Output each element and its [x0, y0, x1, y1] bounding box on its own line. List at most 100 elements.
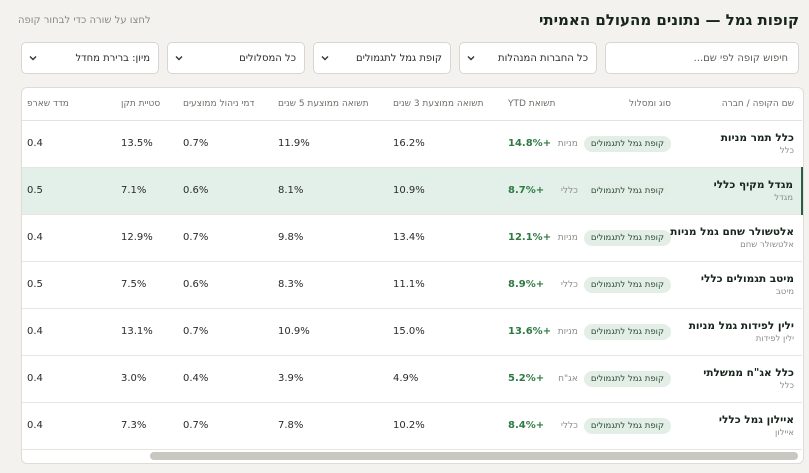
table-row[interactable]: איילון גמל כללי איילון קופת גמל לתגמולים… — [22, 402, 802, 450]
type-cell: קופת גמל לתגמולים מניות — [558, 308, 679, 356]
fund-cell: מיטב תגמולים כללי מיטב — [679, 261, 802, 309]
table-row[interactable]: אלטשולר שחם גמל מניות אלטשולר שחם קופת ג… — [22, 214, 802, 262]
sharpe-cell: 0.4 — [22, 120, 113, 168]
fund-track: כללי — [560, 279, 578, 290]
stdev-cell: 7.3% — [113, 402, 175, 450]
horizontal-scrollbar[interactable] — [150, 452, 798, 460]
fund-cell: כלל אג"ח ממשלתי כלל — [679, 355, 802, 403]
ytd-cell: +8.7% — [500, 167, 569, 215]
track-select-label: כל המסלולים — [239, 52, 296, 64]
fund-cell: איילון גמל כללי איילון — [679, 402, 802, 450]
type-cell: קופת גמל לתגמולים כללי — [561, 167, 679, 215]
fund-company: כלל — [779, 380, 794, 391]
ytd-cell: +14.8% — [500, 120, 569, 168]
type-select-label: קופת גמל לתגמולים — [355, 52, 442, 64]
col-header-fund[interactable]: שם הקופה / חברה — [679, 88, 802, 121]
fund-cell: מגדל מקיף כללי מגדל — [679, 167, 803, 215]
table-row[interactable]: כלל תמר מניות כלל קופת גמל לתגמולים מניו… — [22, 120, 802, 168]
fund-cell: אלטשולר שחם גמל מניות אלטשולר שחם — [670, 214, 802, 262]
fund-company: ילין לפידות — [755, 333, 794, 344]
fund-track: מניות — [557, 232, 578, 243]
col-header-ret5[interactable]: תשואה ממוצעת 5 שנים — [270, 88, 385, 121]
sharpe-cell: 0.5 — [22, 261, 113, 309]
fund-cell: כלל תמר מניות כלל — [679, 120, 802, 168]
fund-name: כלל תמר מניות — [720, 131, 794, 144]
fund-type-badge: קופת גמל לתגמולים — [583, 276, 671, 293]
funds-table: שם הקופה / חברה סוג ומסלול תשואת YTD תשו… — [22, 88, 803, 450]
sharpe-cell: 0.4 — [22, 402, 113, 450]
type-select[interactable]: קופת גמל לתגמולים — [313, 42, 451, 74]
fund-company: מיטב — [775, 286, 794, 297]
ret5-cell: 11.9% — [270, 120, 385, 168]
table-row[interactable]: ילין לפידות גמל מניות ילין לפידות קופת ג… — [22, 308, 802, 356]
ret3-cell: 16.2% — [385, 120, 500, 168]
stdev-cell: 3.0% — [113, 355, 175, 403]
col-header-sharpe[interactable]: מדד שארפ — [22, 88, 113, 121]
ytd-cell: +8.4% — [500, 402, 569, 450]
table-row[interactable]: כלל אג"ח ממשלתי כלל קופת גמל לתגמולים אג… — [22, 355, 802, 403]
sort-select-label: מיון: ברירת מחדל — [75, 52, 150, 64]
fund-type-badge: קופת גמל לתגמולים — [583, 417, 671, 434]
fund-name: מיטב תגמולים כללי — [700, 272, 794, 285]
ret3-cell: 15.0% — [385, 308, 500, 356]
fee-cell: 0.6% — [175, 167, 270, 215]
fund-track: כללי — [560, 185, 578, 196]
table-header-row: שם הקופה / חברה סוג ומסלול תשואת YTD תשו… — [22, 88, 802, 121]
ret3-cell: 13.4% — [385, 214, 500, 262]
fee-cell: 0.4% — [175, 355, 270, 403]
ret5-cell: 10.9% — [270, 308, 385, 356]
page-header: קופות גמל — נתונים מהעולם האמיתי לחצו על… — [18, 8, 799, 32]
fund-name: איילון גמל כללי — [718, 413, 794, 426]
table-row[interactable]: מיטב תגמולים כללי מיטב קופת גמל לתגמולים… — [22, 261, 802, 309]
ytd-cell: +5.2% — [500, 355, 569, 403]
fund-type-badge: קופת גמל לתגמולים — [583, 370, 671, 387]
fund-company: כלל — [779, 145, 794, 156]
ret5-cell: 7.8% — [270, 402, 385, 450]
track-select[interactable]: כל המסלולים — [167, 42, 305, 74]
col-header-type[interactable]: סוג ומסלול — [569, 88, 679, 121]
ret3-cell: 10.2% — [385, 402, 500, 450]
search-placeholder: חיפוש קופה לפי שם... — [693, 52, 788, 64]
type-cell: קופת גמל לתגמולים כללי — [561, 402, 679, 450]
fund-type-badge: קופת גמל לתגמולים — [583, 182, 671, 199]
funds-table-card: שם הקופה / חברה סוג ומסלול תשואת YTD תשו… — [21, 87, 804, 464]
ytd-cell: +13.6% — [500, 308, 569, 356]
fund-cell: ילין לפידות גמל מניות ילין לפידות — [679, 308, 802, 356]
type-cell: קופת גמל לתגמולים אג"ח — [558, 355, 679, 403]
search-input[interactable]: חיפוש קופה לפי שם... — [605, 42, 799, 74]
sharpe-cell: 0.4 — [22, 214, 113, 262]
fund-track: מניות — [557, 138, 578, 149]
chevron-down-icon — [467, 56, 475, 61]
fund-track: אג"ח — [558, 373, 578, 384]
fund-type-badge: קופת גמל לתגמולים — [583, 229, 671, 246]
ret5-cell: 8.1% — [270, 167, 385, 215]
selection-hint: לחצו על שורה כדי לבחור קופה — [18, 14, 151, 26]
sharpe-cell: 0.5 — [22, 167, 113, 215]
fund-track: כללי — [560, 420, 578, 431]
fund-name: מגדל מקיף כללי — [713, 178, 793, 191]
sort-select[interactable]: מיון: ברירת מחדל — [21, 42, 159, 74]
fee-cell: 0.7% — [175, 308, 270, 356]
chevron-down-icon — [175, 56, 183, 61]
ret3-cell: 11.1% — [385, 261, 500, 309]
fee-cell: 0.6% — [175, 261, 270, 309]
fund-company: אלטשולר שחם — [740, 239, 794, 250]
table-row[interactable]: מגדל מקיף כללי מגדל קופת גמל לתגמולים כל… — [22, 167, 803, 215]
filter-bar: חיפוש קופה לפי שם... כל החברות המנהלות ק… — [21, 42, 799, 74]
page-title: קופות גמל — נתונים מהעולם האמיתי — [538, 11, 799, 29]
company-select-label: כל החברות המנהלות — [498, 52, 588, 64]
fund-type-badge: קופת גמל לתגמולים — [583, 135, 671, 152]
sharpe-cell: 0.4 — [22, 355, 113, 403]
ret5-cell: 8.3% — [270, 261, 385, 309]
col-header-ytd[interactable]: תשואת YTD — [500, 88, 569, 121]
fund-company: איילון — [775, 427, 794, 438]
col-header-fee[interactable]: דמי ניהול ממוצעים — [175, 88, 270, 121]
fund-type-badge: קופת גמל לתגמולים — [583, 323, 671, 340]
col-header-ret3[interactable]: תשואה ממוצעת 3 שנים — [385, 88, 500, 121]
fund-name: כלל אג"ח ממשלתי — [703, 366, 794, 379]
col-header-stdev[interactable]: סטיית תקן — [113, 88, 175, 121]
fund-track: מניות — [557, 326, 578, 337]
company-select[interactable]: כל החברות המנהלות — [459, 42, 597, 74]
chevron-down-icon — [29, 56, 37, 61]
fee-cell: 0.7% — [175, 120, 270, 168]
